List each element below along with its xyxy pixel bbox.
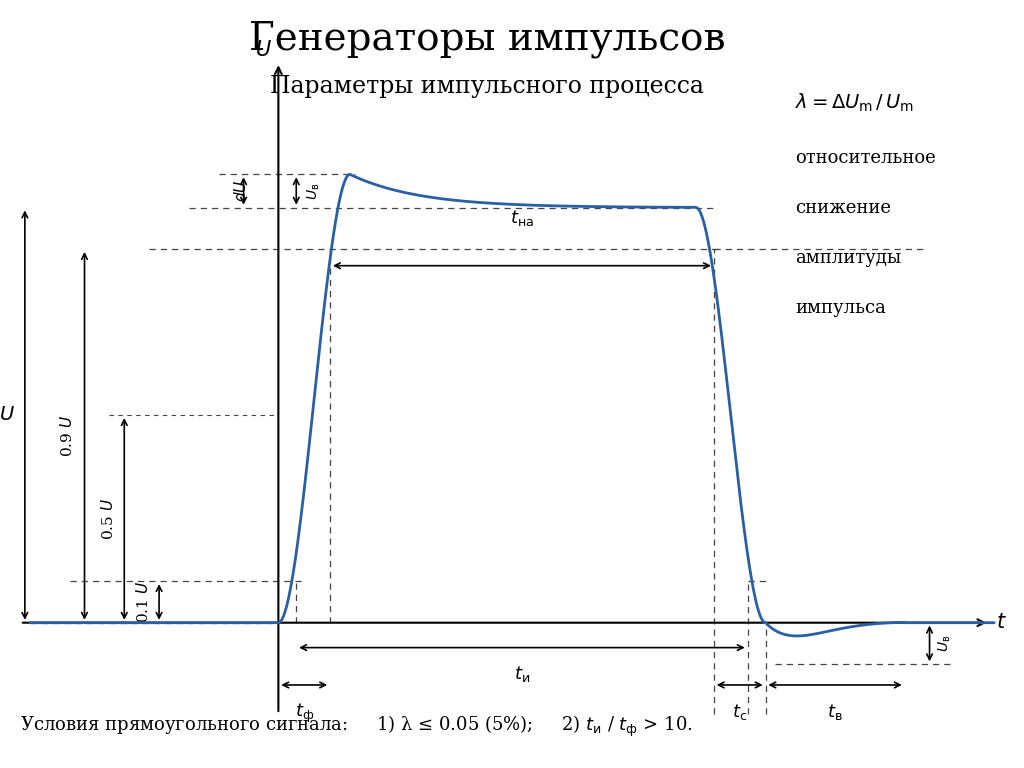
Text: Генераторы импульсов: Генераторы импульсов [249, 21, 725, 58]
Text: относительное: относительное [796, 150, 936, 167]
Text: $t_\mathrm{ф}$: $t_\mathrm{ф}$ [295, 702, 313, 725]
Text: $U_\mathrm{в}$: $U_\mathrm{в}$ [305, 182, 322, 200]
Text: $t_\mathrm{в}$: $t_\mathrm{в}$ [827, 702, 843, 722]
Text: $t_\mathrm{на}$: $t_\mathrm{на}$ [510, 208, 534, 228]
Text: $t_\mathrm{и}$: $t_\mathrm{и}$ [514, 664, 530, 684]
Text: импульса: импульса [796, 299, 886, 317]
Text: $t_\mathrm{с}$: $t_\mathrm{с}$ [732, 702, 748, 722]
Text: амплитуды: амплитуды [796, 249, 901, 267]
Text: Условия прямоугольного сигнала:     1) λ ≤ 0.05 (5%);     2) $t_\mathrm{и}$ / $t: Условия прямоугольного сигнала: 1) λ ≤ 0… [19, 713, 692, 739]
Text: $U_\mathrm{в}$: $U_\mathrm{в}$ [937, 635, 953, 652]
Text: $dU$: $dU$ [232, 180, 249, 202]
Text: снижение: снижение [796, 199, 891, 217]
Text: Параметры импульсного процесса: Параметры импульсного процесса [270, 74, 705, 98]
Text: $U$: $U$ [255, 40, 271, 60]
Text: 0.1 $U$: 0.1 $U$ [135, 581, 152, 623]
Text: $U$: $U$ [0, 406, 15, 424]
Text: 0.9 $U$: 0.9 $U$ [58, 415, 75, 457]
Text: 0.5 $U$: 0.5 $U$ [100, 498, 117, 540]
Text: $t$: $t$ [996, 613, 1007, 632]
Text: $\lambda = \Delta U_\mathrm{m}\,/\,U_\mathrm{m}$: $\lambda = \Delta U_\mathrm{m}\,/\,U_\ma… [796, 91, 914, 114]
